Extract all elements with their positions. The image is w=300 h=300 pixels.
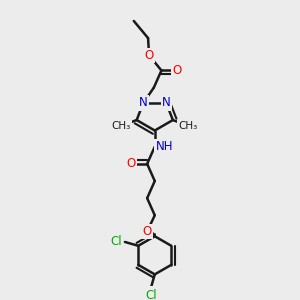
Text: N: N: [139, 96, 148, 110]
Text: NH: NH: [155, 140, 173, 153]
Text: N: N: [162, 96, 171, 110]
Text: O: O: [142, 225, 152, 238]
Text: Cl: Cl: [110, 235, 122, 248]
Text: O: O: [126, 158, 136, 170]
Text: CH₃: CH₃: [178, 121, 198, 131]
Text: CH₃: CH₃: [112, 121, 131, 131]
Text: Cl: Cl: [145, 289, 157, 300]
Text: O: O: [172, 64, 181, 77]
Text: O: O: [144, 49, 154, 62]
